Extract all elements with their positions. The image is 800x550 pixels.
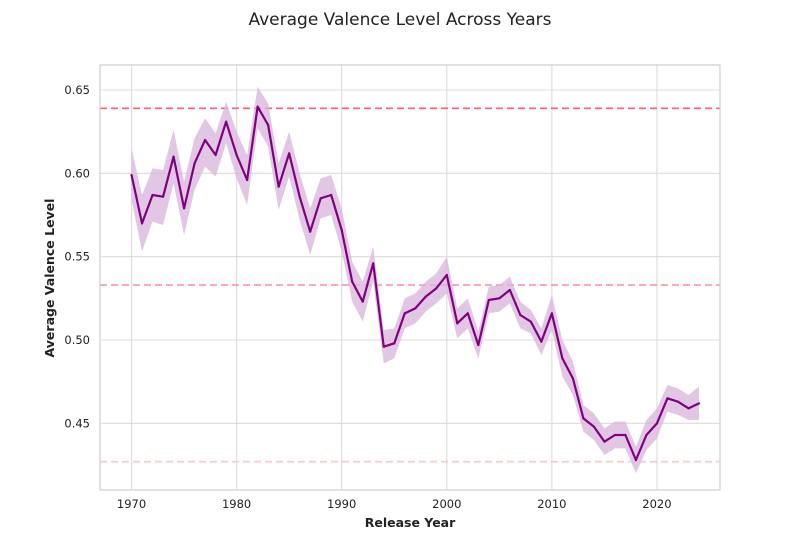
plot-frame (99, 64, 721, 491)
data-point (130, 173, 133, 177)
chart-title: Average Valence Level Across Years (248, 10, 551, 30)
data-point (246, 178, 249, 182)
data-point (172, 155, 175, 158)
data-point (519, 313, 522, 317)
y-tick-labels: 0.45 0.50 0.55 0.60 0.65 (64, 83, 90, 430)
y-axis-label: Average Valence Level (42, 199, 57, 358)
data-point (456, 322, 459, 325)
x-tick-label: 2000 (432, 497, 461, 511)
data-point (561, 357, 564, 360)
y-tick-label: 0.45 (64, 416, 90, 430)
reference-lines (100, 107, 720, 463)
data-point (414, 307, 417, 310)
data-point (540, 340, 543, 343)
series-lines (130, 105, 701, 462)
data-point (477, 343, 480, 347)
data-point (309, 230, 312, 233)
data-point (288, 152, 291, 155)
data-point (498, 297, 501, 300)
data-point (330, 193, 333, 197)
x-axis-label: Release Year (365, 515, 456, 530)
data-point (235, 153, 238, 157)
data-point (225, 120, 228, 123)
data-point (372, 262, 375, 265)
y-tick-label: 0.55 (64, 250, 90, 264)
data-point (603, 440, 606, 443)
data-point (256, 105, 259, 108)
data-point (550, 312, 553, 315)
data-point (687, 407, 690, 410)
data-point (529, 320, 532, 323)
x-tick-labels: 1970 1980 1990 2000 2010 2020 (117, 497, 672, 511)
data-point (697, 402, 701, 405)
confidence-band (131, 86, 699, 474)
data-point (361, 300, 364, 303)
data-point (435, 287, 438, 290)
data-point (382, 345, 385, 348)
data-point (393, 342, 396, 345)
data-point (592, 425, 596, 428)
data-point (161, 195, 165, 198)
data-point (193, 162, 196, 165)
data-point (351, 280, 354, 283)
data-point (487, 298, 490, 302)
data-point (634, 458, 638, 462)
data-point (203, 138, 207, 142)
x-tick-label: 1990 (327, 497, 356, 511)
data-point (445, 273, 448, 277)
data-point (624, 433, 627, 437)
confidence-bands (131, 86, 699, 474)
data-point (140, 222, 144, 225)
data-point (403, 312, 406, 315)
data-point (582, 417, 585, 420)
data-point (340, 228, 343, 232)
data-point (466, 312, 469, 315)
y-tick-label: 0.65 (64, 83, 90, 97)
x-tick-label: 1970 (117, 497, 146, 511)
data-point (645, 433, 648, 437)
data-point (319, 197, 322, 200)
data-point (571, 377, 574, 380)
data-point (151, 193, 154, 197)
data-point (182, 207, 186, 210)
x-tick-label: 2020 (642, 497, 671, 511)
data-point (655, 422, 659, 425)
data-point (267, 123, 270, 127)
data-point (508, 288, 511, 292)
data-point (613, 433, 617, 437)
data-point (298, 195, 301, 198)
data-point (424, 295, 427, 298)
data-point (676, 400, 680, 403)
y-tick-label: 0.50 (64, 333, 90, 347)
y-tick-label: 0.60 (64, 166, 90, 180)
x-tick-label: 2010 (537, 497, 566, 511)
data-point (666, 397, 669, 400)
data-point (277, 185, 280, 188)
data-point (214, 153, 217, 157)
x-tick-label: 1980 (222, 497, 251, 511)
